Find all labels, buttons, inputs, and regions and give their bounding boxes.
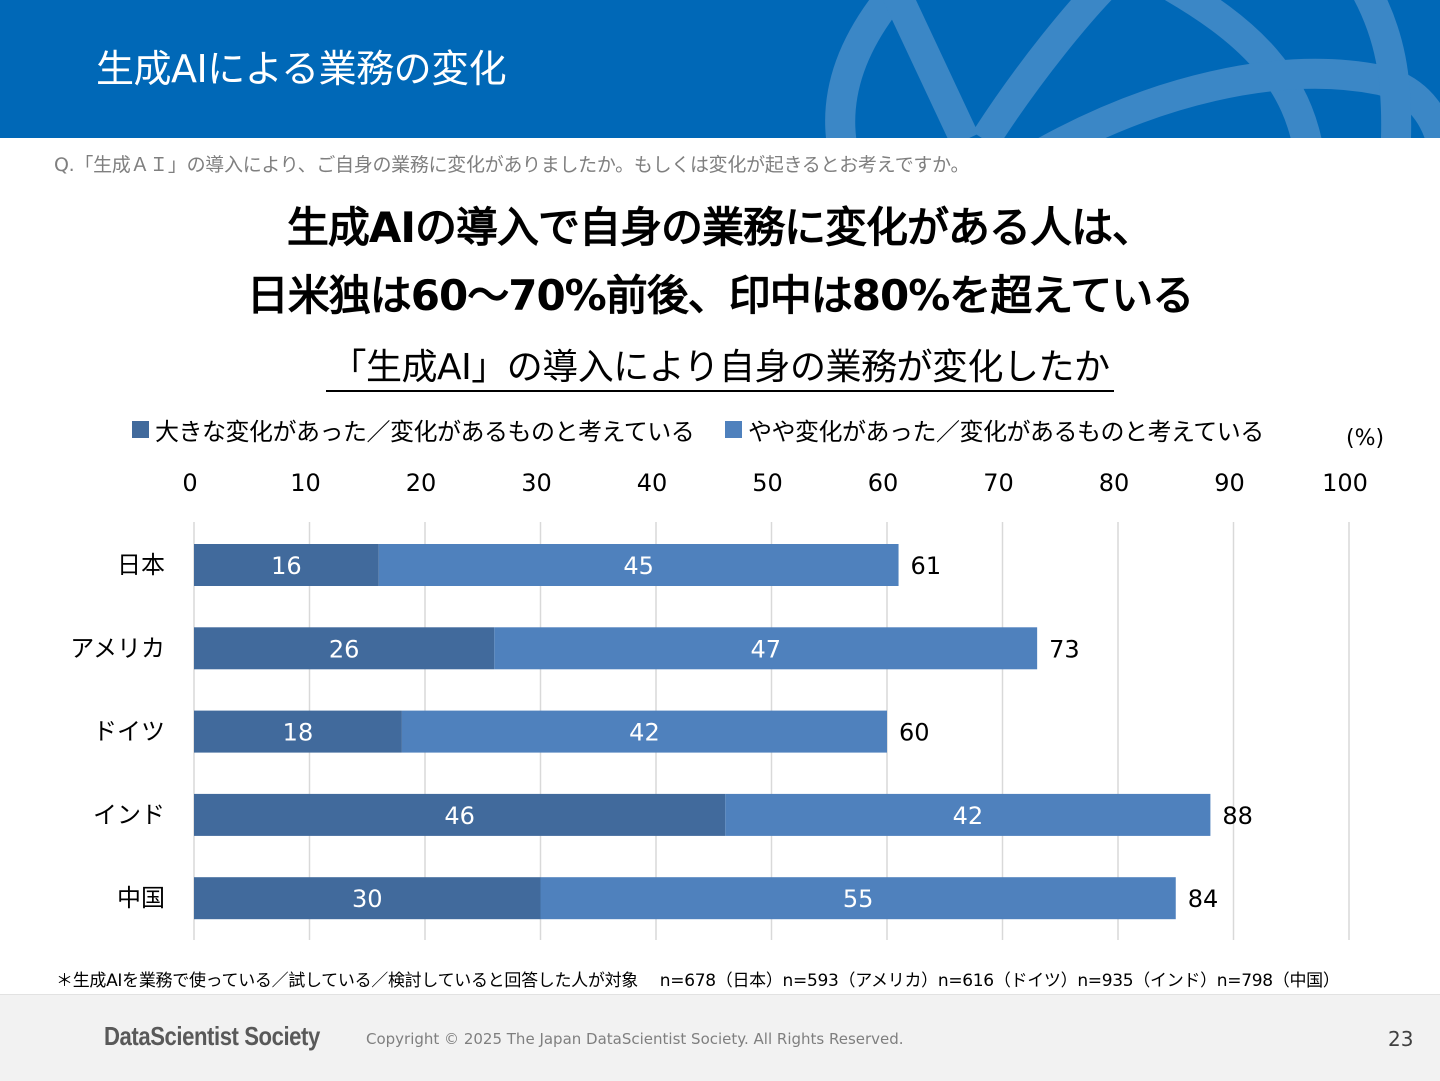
bar-data-label: 55 xyxy=(843,885,874,913)
headline-line-1: 生成AIの導入で自身の業務に変化がある人は、 xyxy=(286,203,1154,252)
x-tick-label: 30 xyxy=(521,469,552,497)
x-tick-label: 80 xyxy=(1099,469,1130,497)
bar-segment xyxy=(725,793,1211,836)
x-tick-label: 20 xyxy=(406,469,437,497)
category-label: 日本 xyxy=(117,551,165,579)
x-tick-label: 0 xyxy=(182,469,197,497)
bar-data-label: 42 xyxy=(629,719,660,747)
x-tick-label: 60 xyxy=(868,469,899,497)
legend-label-major-change: 大きな変化があった／変化があるものと考えている xyxy=(155,418,695,446)
bar-segment xyxy=(494,627,1038,670)
bar-total-label: 60 xyxy=(899,719,930,747)
decorative-swirl-graphic xyxy=(825,0,1440,138)
chart-title: 「生成AI」の導入により自身の業務が変化したか xyxy=(0,338,1440,392)
bar-data-label: 18 xyxy=(283,719,314,747)
footer-copyright: Copyright © 2025 The Japan DataScientist… xyxy=(366,1030,904,1048)
category-label: アメリカ xyxy=(70,634,165,662)
x-tick-label: 40 xyxy=(637,469,668,497)
bar-segment xyxy=(194,710,402,753)
bar-data-label: 26 xyxy=(329,635,360,663)
x-tick-label: 50 xyxy=(752,469,783,497)
x-tick-label: 90 xyxy=(1214,469,1245,497)
bar-segment xyxy=(194,793,726,836)
bar-segment xyxy=(194,627,495,670)
footnote: ＊生成AIを業務で使っている／試している／検討していると回答した人が対象 n=6… xyxy=(56,971,1340,991)
bar-data-label: 30 xyxy=(352,885,383,913)
slide-header: 生成AIによる業務の変化 xyxy=(0,0,1440,138)
chart-title-text: 「生成AI」の導入により自身の業務が変化したか xyxy=(326,347,1114,392)
bar-data-label: 47 xyxy=(750,635,781,663)
bar-total-label: 88 xyxy=(1222,802,1253,830)
legend-swatch-major-change xyxy=(132,421,149,438)
survey-question: Q.「生成ＡＩ」の導入により、ご自身の業務に変化がありましたか。もしくは変化が起… xyxy=(54,154,970,176)
category-label: 中国 xyxy=(117,884,165,912)
slide-footer: DataScientist Society Copyright © 2025 T… xyxy=(0,994,1440,1081)
bar-segment xyxy=(194,544,379,586)
x-tick-label: 70 xyxy=(983,469,1014,497)
bar-total-label: 84 xyxy=(1188,885,1219,913)
bar-segment xyxy=(401,710,887,753)
headline-line-2: 日米独は60～70%前後、印中は80%を超えている xyxy=(246,271,1194,320)
legend-item-major-change: 大きな変化があった／変化があるものと考えている xyxy=(132,412,695,447)
bar-segment xyxy=(378,544,899,586)
bar-segment xyxy=(540,877,1176,920)
stacked-bar-chart: 0 10 20 30 40 50 60 70 80 90 100 日本 16 45 61 アメリカ 26 47 73… xyxy=(70,469,1368,940)
bar-data-label: 45 xyxy=(623,552,654,580)
x-tick-label: 100 xyxy=(1322,469,1368,497)
bar-data-label: 46 xyxy=(444,802,475,830)
bar-segment xyxy=(194,877,541,920)
page-number: 23 xyxy=(1388,1027,1414,1051)
slide-title: 生成AIによる業務の変化 xyxy=(96,47,507,91)
bar-data-label: 42 xyxy=(953,802,984,830)
category-label: インド xyxy=(93,801,165,829)
unit-label: (%) xyxy=(1346,426,1385,451)
legend-label-slight-change: やや変化があった／変化があるものと考えている xyxy=(748,418,1264,446)
bar-total-label: 61 xyxy=(911,552,942,580)
legend-swatch-slight-change xyxy=(725,421,742,438)
bar-total-label: 73 xyxy=(1049,635,1080,663)
x-tick-label: 10 xyxy=(290,469,321,497)
bar-data-label: 16 xyxy=(271,552,302,580)
legend-item-slight-change: やや変化があった／変化があるものと考えている xyxy=(725,412,1264,447)
category-label: ドイツ xyxy=(93,718,165,746)
footer-logo: DataScientist Society xyxy=(104,1021,320,1051)
